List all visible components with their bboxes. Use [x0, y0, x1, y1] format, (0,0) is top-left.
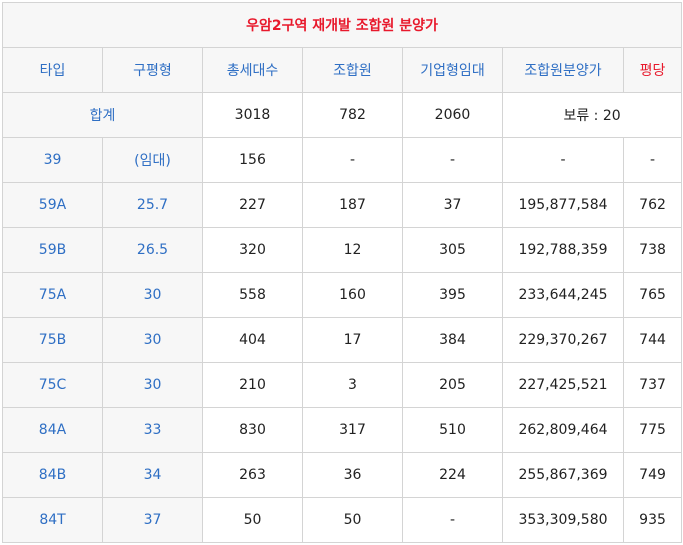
cell-members: 187: [302, 182, 403, 228]
total-reserved: 보류 : 20: [501, 92, 683, 138]
cell-rental: 224: [402, 452, 503, 498]
table-row: 75A 30 558 160 395 233,644,245 765: [2, 272, 683, 318]
cell-type: 84A: [2, 407, 103, 453]
cell-type: 75B: [2, 317, 103, 363]
cell-total-units: 558: [202, 272, 303, 318]
cell-type: 75C: [2, 362, 103, 408]
table-row: 75B 30 404 17 384 229,370,267 744: [2, 317, 683, 363]
cell-member-price: 233,644,245: [502, 272, 624, 318]
total-label: 합계: [2, 92, 203, 138]
cell-pyeong: (임대): [102, 137, 203, 183]
cell-members: 317: [302, 407, 403, 453]
table-row: 39 (임대) 156- - - -: [2, 137, 683, 183]
cell-type: 39: [2, 137, 103, 183]
cell-pyeong: 37: [102, 497, 203, 543]
cell-members: 3: [302, 362, 403, 408]
cell-per-pyeong: 737: [622, 362, 683, 408]
cell-total-units: 50: [202, 497, 303, 543]
cell-rental: -: [402, 137, 503, 183]
cell-members: 17: [302, 317, 403, 363]
cell-pyeong: 25.7: [102, 182, 203, 228]
cell-pyeong: 33: [102, 407, 203, 453]
cell-per-pyeong: 738: [622, 227, 683, 273]
cell-per-pyeong: 935: [622, 497, 683, 543]
cell-total-units: 830: [202, 407, 303, 453]
cell-type: 84B: [2, 452, 103, 498]
cell-total-units: 156: [202, 137, 303, 183]
header-members: 조합원: [302, 47, 403, 93]
cell-total-units: 263: [202, 452, 303, 498]
table-row: 59B 26.5 320 12 305 192,788,359 738: [2, 227, 683, 273]
cell-per-pyeong: 744: [622, 317, 683, 363]
cell-pyeong: 30: [102, 272, 203, 318]
cell-rental: -: [402, 497, 503, 543]
header-pyeong: 구평형: [102, 47, 203, 93]
cell-members: 50: [302, 497, 403, 543]
header-member-price: 조합원분양가: [502, 47, 624, 93]
cell-rental: 37: [402, 182, 503, 228]
cell-total-units: 320: [202, 227, 303, 273]
total-row: 합계 3018 782 2060 보류 : 20: [2, 92, 683, 138]
cell-rental: 384: [402, 317, 503, 363]
cell-total-units: 404: [202, 317, 303, 363]
cell-member-price: -: [502, 137, 624, 183]
header-rental: 기업형임대: [402, 47, 503, 93]
table-row: 59A 25.7 227 187 37 195,877,584 762: [2, 182, 683, 228]
cell-per-pyeong: 765: [622, 272, 683, 318]
cell-member-price: 227,425,521: [502, 362, 624, 408]
table-row: 84B 34 263 36 224 255,867,369 749: [2, 452, 683, 498]
cell-member-price: 262,809,464: [502, 407, 624, 453]
cell-type: 84T: [2, 497, 103, 543]
cell-members: -: [302, 137, 403, 183]
header-row: 타입 구평형 총세대수 조합원 기업형임대 조합원분양가 평당: [2, 47, 683, 93]
total-units: 3018: [202, 92, 303, 138]
cell-total-units: 210: [202, 362, 303, 408]
header-total-units: 총세대수: [202, 47, 303, 93]
cell-pyeong: 34: [102, 452, 203, 498]
header-per-pyeong: 평당: [622, 47, 683, 93]
cell-type: 75A: [2, 272, 103, 318]
cell-rental: 305: [402, 227, 503, 273]
cell-rental: 205: [402, 362, 503, 408]
total-members: 782: [302, 92, 403, 138]
cell-type: 59A: [2, 182, 103, 228]
cell-type: 59B: [2, 227, 103, 273]
cell-pyeong: 30: [102, 317, 203, 363]
total-rental: 2060: [402, 92, 503, 138]
cell-per-pyeong: 749: [622, 452, 683, 498]
cell-member-price: 192,788,359: [502, 227, 624, 273]
cell-members: 36: [302, 452, 403, 498]
cell-per-pyeong: -: [622, 137, 683, 183]
table-row: 84A 33 830 317 510 262,809,464 775: [2, 407, 683, 453]
cell-member-price: 195,877,584: [502, 182, 624, 228]
cell-total-units: 227: [202, 182, 303, 228]
table-row: 75C 30 210 3 205 227,425,521 737: [2, 362, 683, 408]
table-row: 84T 37 50 50-353,309,580 935: [2, 497, 683, 543]
table-title: 우암2구역 재개발 조합원 분양가: [1, 2, 683, 48]
cell-rental: 395: [402, 272, 503, 318]
cell-pyeong: 30: [102, 362, 203, 408]
cell-pyeong: 26.5: [102, 227, 203, 273]
cell-per-pyeong: 775: [622, 407, 683, 453]
header-type: 타입: [2, 47, 103, 93]
title-row: 우암2구역 재개발 조합원 분양가: [1, 2, 683, 48]
cell-member-price: 255,867,369: [502, 452, 624, 498]
cell-members: 160: [302, 272, 403, 318]
cell-rental: 510: [402, 407, 503, 453]
cell-member-price: 229,370,267: [502, 317, 624, 363]
cell-member-price: 353,309,580: [502, 497, 624, 543]
cell-per-pyeong: 762: [622, 182, 683, 228]
cell-members: 12: [302, 227, 403, 273]
